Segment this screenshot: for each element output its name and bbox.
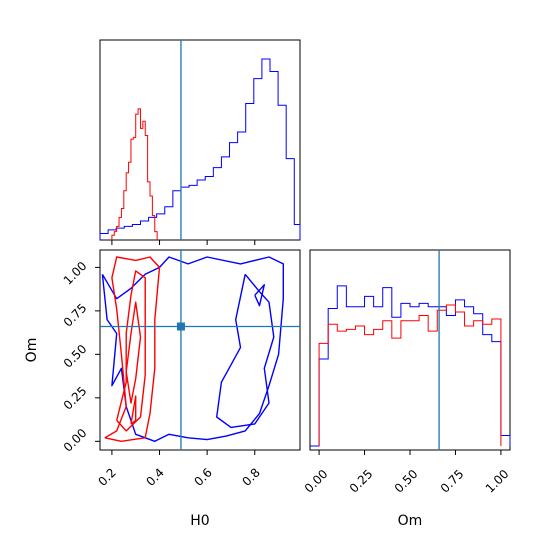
y-tick-label: 1.00 (61, 259, 90, 288)
y-axis-label-om: Om (24, 338, 40, 363)
x-tick-label: 0.50 (392, 467, 421, 496)
x-axis-label-h0: H0 (190, 513, 209, 529)
x-tick-label: 0.6 (191, 465, 214, 488)
x-tick-label: 1.00 (483, 467, 512, 496)
x-tick-label: 0.8 (239, 465, 262, 488)
y-tick-label: 0.25 (61, 384, 90, 413)
y-tick-label: 0.00 (61, 426, 90, 455)
x-tick-label: 0.00 (302, 467, 331, 496)
histogram-series-0 (99, 58, 301, 240)
contour-series-1-level-0 (104, 256, 161, 442)
contour-series-1-level-1 (116, 270, 146, 432)
histogram-series-0 (310, 285, 511, 447)
truth-point-marker (176, 322, 185, 331)
axis-ticks (95, 240, 502, 455)
panel-joint-frame (99, 249, 301, 451)
x-tick-label: 0.75 (438, 467, 467, 496)
x-tick-label: 0.25 (347, 467, 376, 496)
histogram-series-1 (111, 108, 158, 240)
x-axis-label-om: Om (398, 513, 423, 529)
x-tick-label: 0.4 (143, 465, 166, 488)
y-tick-label: 0.50 (61, 342, 90, 371)
contour-series-1-level-2 (125, 301, 142, 404)
panel-h0-hist-frame (99, 39, 301, 241)
joint-contours (100, 250, 300, 450)
om-histogram (310, 250, 511, 450)
contour-series-0-level-1 (215, 273, 275, 429)
joint-contour-layer (101, 256, 284, 442)
x-tick-label: 0.2 (95, 465, 118, 488)
contour-series-0-level-2 (254, 284, 265, 307)
histogram-series-1 (318, 304, 502, 446)
h0-histogram (99, 40, 301, 240)
panel-om-hist-frame (309, 249, 511, 451)
contour-series-1-level-3 (130, 395, 137, 425)
y-tick-label: 0.75 (61, 301, 90, 330)
